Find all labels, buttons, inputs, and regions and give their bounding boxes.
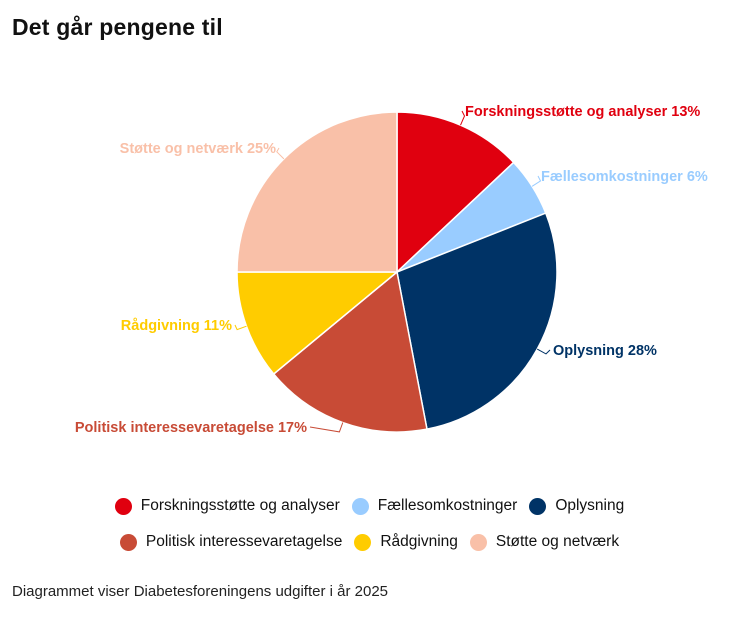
data-label-radgivning: Rådgivning 11% [121, 318, 232, 334]
leader-line-forskningsst-tte-og-analyser [460, 110, 466, 126]
legend-swatch-icon [354, 533, 372, 551]
legend-label: Politisk interessevaretagelse [145, 533, 343, 550]
pie-slice-politisk-interessevaretagelse [272, 270, 428, 433]
legend-label: Rådgivning [380, 533, 458, 550]
legend-item-oplysning[interactable]: Oplysning [529, 497, 624, 515]
legend-swatch-icon [351, 497, 369, 515]
legend-item-radgivning[interactable]: Rådgivning [354, 533, 458, 551]
legend-item-politisk-interessevaretagelse[interactable]: Politisk interessevaretagelse [119, 533, 343, 551]
chart-caption: Diagrammet viser Diabetesforeningens udg… [12, 583, 389, 600]
legend-item-st-tte-og-netv-rk[interactable]: Støtte og netværk [469, 533, 620, 551]
legend-row-1: Forskningsstøtte og analyser Fællesomkost… [0, 497, 739, 515]
pie-slice-oplysning [396, 212, 558, 431]
leader-line-politisk-interessevaretagelse [309, 422, 344, 433]
legend-swatch-icon [529, 497, 547, 515]
legend-swatch-icon [114, 497, 132, 515]
legend-label: Oplysning [555, 497, 625, 514]
pie-slice-forskningsst-tte-og-analyser [396, 111, 515, 274]
pie-slices [236, 111, 558, 433]
legend-item-forskningsst-tte-og-analyser[interactable]: Forskningsstøtte og analyser [114, 497, 340, 515]
leader-line-radgivning [234, 324, 247, 331]
legend-row-2: Politisk interessevaretagelse Rådgivning S… [0, 533, 739, 551]
data-label-st-tte-og-netv-rk: Støtte og netværk 25% [120, 141, 276, 157]
legend-label: Støtte og netværk [495, 533, 620, 550]
legend-label: Fællesomkostninger [377, 497, 518, 514]
data-label-politisk-interessevaretagelse: Politisk interessevaretagelse 17% [75, 420, 307, 436]
legend-swatch-icon [469, 533, 487, 551]
pie-labels: Forskningsstøtte og analyser 13% Fællesom… [75, 104, 708, 436]
pie-chart: Forskningsstøtte og analyser 13% Fællesom… [75, 104, 708, 436]
data-label-oplysning: Oplysning 28% [553, 343, 657, 359]
legend-label: Forskningsstøtte og analyser [140, 497, 340, 514]
leader-line-f-llesomkostninger [531, 175, 542, 187]
legend-swatch-icon [119, 533, 137, 551]
pie-slice-st-tte-og-netv-rk [236, 111, 398, 273]
legend-item-f-llesomkostninger[interactable]: Fællesomkostninger [351, 497, 518, 515]
data-label-forskningsst-tte-og-analyser: Forskningsstøtte og analyser 13% [465, 104, 700, 120]
leader-line-oplysning [536, 348, 551, 355]
leader-line-st-tte-og-netv-rk [276, 147, 285, 160]
pie-slice-radgivning [236, 271, 400, 376]
data-label-f-llesomkostninger: Fællesomkostninger 6% [541, 169, 708, 185]
chart-title: Det går pengene til [12, 14, 223, 40]
